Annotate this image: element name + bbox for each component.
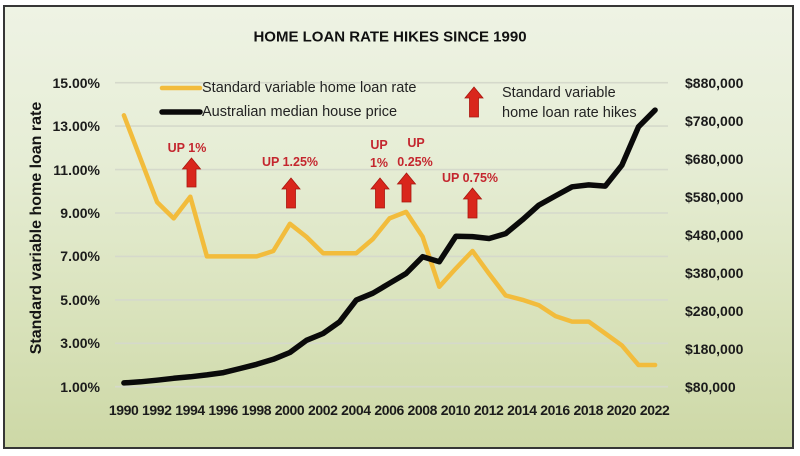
up-arrow-icon [181, 157, 202, 188]
chart-frame [3, 5, 794, 449]
right-tick-label: $880,000 [685, 74, 744, 91]
left-tick-label: 15.00% [52, 74, 100, 91]
annotation-up-1pct-1994: UP 1% [167, 141, 207, 155]
left-tick-label: 9.00% [60, 205, 100, 221]
left-tick-label: 5.00% [60, 291, 100, 308]
legend-label-price: Australian median house price [202, 104, 398, 120]
house-price-line [121, 107, 658, 386]
x-tick-label: 2022 [639, 402, 670, 418]
left-tick-label: 13.00% [52, 118, 100, 135]
x-axis-labels: 1990 1992 1994 1996 1998 2000 2002 2004 … [107, 401, 671, 419]
legend-label-hikes-line2: home loan rate hikes [502, 105, 637, 121]
x-tick-label: 1994 [175, 402, 205, 418]
left-tick-label: 7.00% [60, 248, 100, 265]
legend-label-rate: Standard variable home loan rate [202, 80, 417, 96]
up-arrow-icon [464, 86, 484, 118]
annotation-up-0-25pct-line2: 0.25% [397, 155, 433, 169]
x-tick-label: 1990 [108, 402, 139, 418]
x-tick-label: 2002 [307, 402, 338, 418]
annotation-up-1pct-2005-line2: 1% [369, 156, 389, 170]
right-tick-label: $480,000 [685, 226, 744, 243]
chart-title: HOME LOAN RATE HIKES SINCE 1990 [253, 28, 527, 46]
up-arrow-icon [462, 187, 483, 219]
left-tick-label: 3.00% [60, 335, 100, 352]
left-tick-label: 11.00% [53, 161, 100, 178]
x-tick-label: 2012 [473, 402, 504, 418]
right-tick-label: $380,000 [685, 264, 744, 281]
up-arrow-icon [370, 177, 390, 209]
annotation-up-1pct-2005-line1: UP [370, 138, 388, 152]
up-arrow-icon [281, 177, 301, 209]
left-axis-title: Standard variable home loan rate [28, 101, 45, 355]
right-tick-label: $180,000 [685, 340, 744, 357]
left-tick-label: 1.00% [60, 378, 100, 395]
x-tick-label: 2004 [341, 402, 371, 418]
rate-line [121, 113, 658, 368]
x-tick-label: 2018 [573, 402, 603, 418]
x-tick-label: 2014 [507, 402, 537, 418]
right-tick-label: $680,000 [685, 150, 744, 167]
gridlines [115, 81, 668, 388]
annotation-up-0-25pct-line1: UP [407, 136, 425, 150]
right-tick-label: $80,000 [685, 378, 736, 395]
x-tick-label: 2000 [274, 402, 305, 418]
x-tick-label: 2016 [540, 402, 570, 418]
right-tick-label: $780,000 [685, 112, 744, 129]
right-tick-label: $280,000 [685, 302, 744, 319]
annotation-up-1-25pct: UP 1.25% [261, 155, 319, 169]
legend-label-hikes-line1: Standard variable [502, 85, 616, 101]
x-tick-label: 2008 [407, 402, 438, 418]
annotation-up-0-75pct: UP 0.75% [441, 171, 499, 185]
up-arrow-icon [396, 172, 417, 203]
x-tick-label: 1998 [241, 402, 272, 418]
x-tick-label: 1992 [142, 402, 172, 418]
right-tick-label: $580,000 [685, 188, 744, 205]
x-tick-label: 2020 [606, 402, 637, 418]
x-tick-label: 1996 [208, 402, 238, 418]
x-tick-label: 2010 [440, 402, 471, 418]
x-tick-label: 2006 [374, 402, 404, 418]
